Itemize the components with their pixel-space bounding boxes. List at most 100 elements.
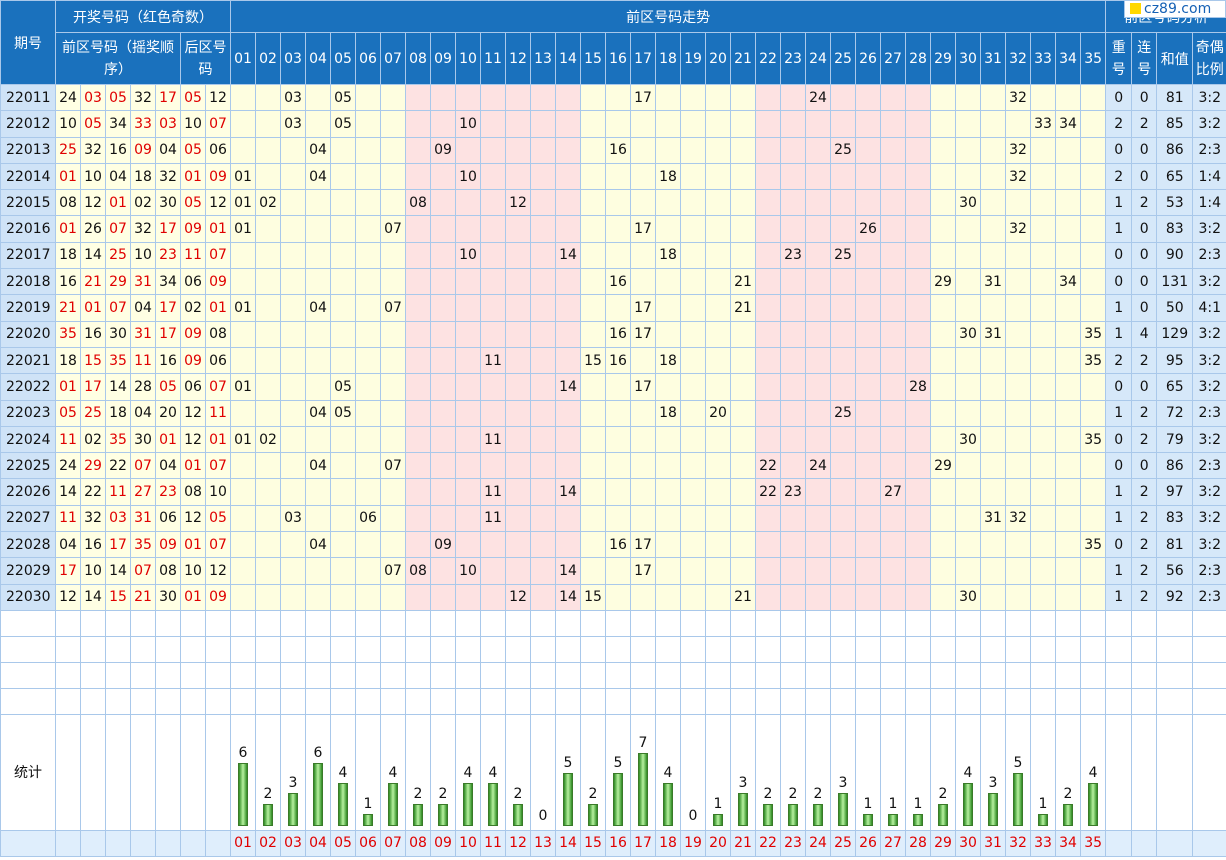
trend-hit: 22 bbox=[755, 478, 782, 506]
trend-cell bbox=[305, 215, 332, 243]
trend-cell bbox=[330, 320, 357, 348]
trend-hit: 35 bbox=[1080, 425, 1107, 454]
stat-bar-area: 4 bbox=[382, 715, 405, 829]
trend-cell bbox=[505, 504, 532, 533]
trend-cell bbox=[855, 294, 882, 322]
trend-cell bbox=[305, 346, 332, 375]
trend-cell bbox=[680, 320, 707, 348]
consecutive-count: 2 bbox=[1131, 478, 1158, 506]
footer-blank bbox=[1131, 829, 1158, 857]
table-row: 22019 21 01 07 04 17 02 01 01 04 07 17 21 1 0 50 4:1 bbox=[0, 294, 1226, 322]
trend-cell bbox=[705, 110, 732, 138]
odd-even-ratio: 2:3 bbox=[1192, 452, 1226, 480]
trend-cell bbox=[355, 452, 382, 480]
trend-cell bbox=[230, 531, 257, 559]
front-number: 05 bbox=[105, 83, 131, 112]
blank-cell bbox=[55, 609, 81, 637]
trend-cell bbox=[655, 531, 682, 559]
front-number: 10 bbox=[80, 557, 106, 585]
stat-cell-27: 1 bbox=[880, 713, 907, 831]
trend-cell bbox=[255, 268, 282, 296]
repeat-count: 0 bbox=[1105, 136, 1133, 164]
trend-cell bbox=[730, 452, 757, 480]
header-col-18: 18 bbox=[655, 32, 682, 85]
blank-cell bbox=[680, 661, 707, 689]
trend-cell bbox=[830, 531, 857, 559]
front-number: 34 bbox=[105, 110, 131, 138]
trend-hit: 22 bbox=[755, 452, 782, 480]
front-number: 31 bbox=[130, 504, 156, 533]
trend-cell bbox=[605, 241, 632, 270]
blank-cell bbox=[1192, 635, 1226, 663]
trend-cell bbox=[330, 346, 357, 375]
trend-hit: 16 bbox=[605, 268, 632, 296]
trend-cell bbox=[1005, 320, 1032, 348]
stat-axis-label: 15 bbox=[580, 829, 607, 857]
blank-cell bbox=[655, 609, 682, 637]
trend-cell bbox=[455, 399, 482, 427]
blank-cell bbox=[605, 687, 632, 715]
trend-cell bbox=[680, 346, 707, 375]
issue-number: 22012 bbox=[0, 110, 56, 138]
trend-cell bbox=[380, 504, 407, 533]
blank-cell bbox=[855, 635, 882, 663]
trend-hit: 35 bbox=[1080, 531, 1107, 559]
trend-cell bbox=[305, 268, 332, 296]
header-col-25: 25 bbox=[830, 32, 857, 85]
trend-cell bbox=[880, 346, 907, 375]
trend-hit: 09 bbox=[430, 136, 457, 164]
trend-cell bbox=[1030, 241, 1057, 270]
trend-cell bbox=[330, 557, 357, 585]
header-col-33: 33 bbox=[1030, 32, 1057, 85]
trend-cell bbox=[1055, 373, 1082, 401]
blank-cell bbox=[80, 609, 106, 637]
consecutive-count: 2 bbox=[1131, 583, 1158, 611]
stat-axis-label: 32 bbox=[1005, 829, 1032, 857]
blank-cell bbox=[1105, 687, 1133, 715]
blank-cell bbox=[280, 609, 307, 637]
back-number: 06 bbox=[204, 346, 232, 375]
trend-cell bbox=[805, 320, 832, 348]
trend-hit: 35 bbox=[1080, 346, 1107, 375]
stat-bar-area: 6 bbox=[232, 715, 255, 829]
trend-cell bbox=[455, 583, 482, 611]
repeat-count: 0 bbox=[1105, 241, 1133, 270]
stat-cell-33: 1 bbox=[1030, 713, 1057, 831]
trend-cell bbox=[755, 504, 782, 533]
stat-bar-value: 1 bbox=[363, 795, 373, 812]
trend-cell bbox=[305, 557, 332, 585]
blank-cell bbox=[1105, 713, 1133, 831]
trend-cell bbox=[805, 110, 832, 138]
trend-cell bbox=[955, 162, 982, 191]
odd-even-ratio: 2:3 bbox=[1192, 583, 1226, 611]
site-logo[interactable]: cz89.com bbox=[1124, 0, 1226, 18]
trend-cell bbox=[505, 215, 532, 243]
stat-bar-area: 1 bbox=[882, 715, 905, 829]
issue-number: 22030 bbox=[0, 583, 56, 611]
trend-cell bbox=[280, 162, 307, 191]
stat-bar-value: 2 bbox=[1063, 785, 1073, 802]
trend-cell bbox=[880, 583, 907, 611]
issue-number: 22019 bbox=[0, 294, 56, 322]
front-number: 32 bbox=[155, 162, 181, 191]
blank-cell bbox=[1156, 661, 1194, 689]
header-col-35: 35 bbox=[1080, 32, 1107, 85]
back-number: 06 bbox=[180, 268, 206, 296]
trend-cell bbox=[405, 294, 432, 322]
trend-cell bbox=[780, 399, 807, 427]
repeat-count: 2 bbox=[1105, 162, 1133, 191]
blank-cell bbox=[1080, 661, 1107, 689]
trend-cell bbox=[830, 110, 857, 138]
trend-hit: 11 bbox=[480, 346, 507, 375]
trend-cell bbox=[380, 320, 407, 348]
trend-cell bbox=[580, 478, 607, 506]
consecutive-count: 0 bbox=[1131, 83, 1158, 112]
blank-cell bbox=[580, 661, 607, 689]
stat-bar bbox=[563, 772, 574, 826]
trend-cell bbox=[1080, 189, 1107, 217]
blank-cell bbox=[180, 687, 206, 715]
trend-hit: 23 bbox=[780, 241, 807, 270]
trend-cell bbox=[455, 189, 482, 217]
back-number: 01 bbox=[204, 215, 232, 243]
trend-cell bbox=[755, 215, 782, 243]
